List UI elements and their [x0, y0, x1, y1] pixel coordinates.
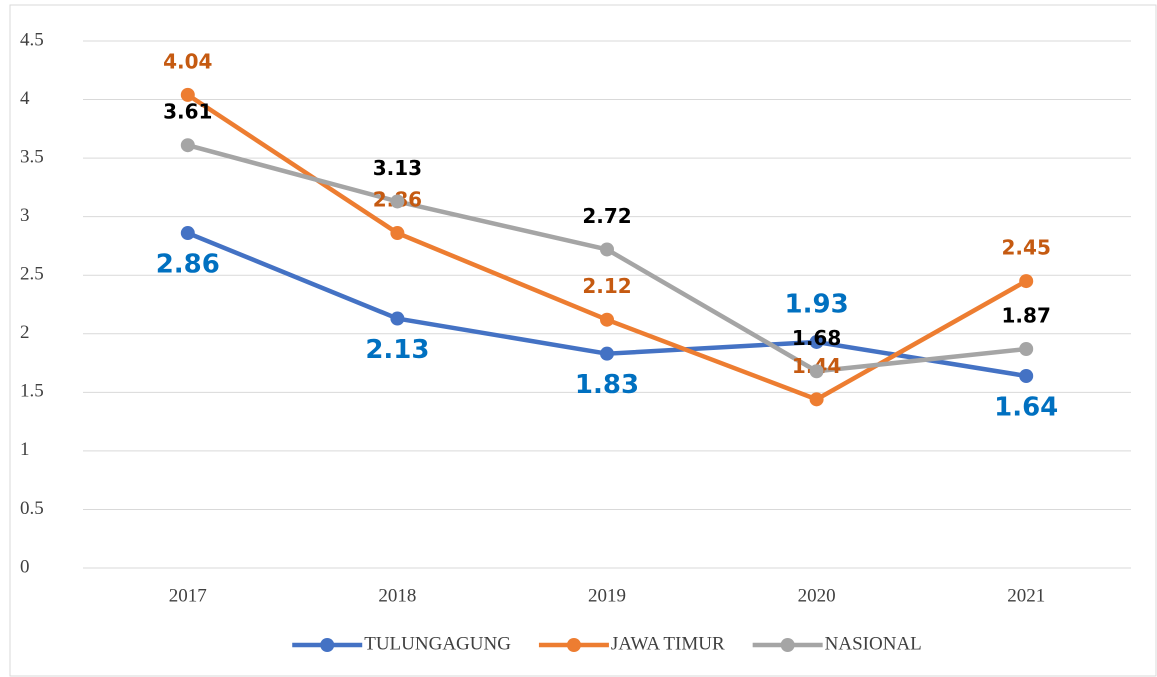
point — [600, 346, 614, 361]
point — [1019, 342, 1034, 357]
point — [180, 226, 195, 241]
y-tick-label: 1.5 — [20, 381, 44, 402]
x-tick-label: 2020 — [798, 585, 836, 606]
point — [180, 87, 195, 102]
y-tick-label: 1 — [20, 439, 30, 460]
data-label: 4.04 — [163, 49, 212, 73]
legend-label: NASIONAL — [825, 633, 922, 654]
data-label: 1.93 — [785, 289, 849, 319]
y-tick-label: 3.5 — [20, 146, 44, 167]
x-tick-label: 2019 — [588, 585, 626, 606]
chart-frame — [9, 4, 1157, 677]
point — [809, 334, 824, 349]
y-tick-label: 4.5 — [20, 29, 44, 50]
data-label: 1.83 — [575, 370, 639, 400]
data-label: 2.72 — [582, 204, 631, 228]
data-label: 2.86 — [156, 250, 220, 280]
x-tick-label: 2018 — [378, 585, 416, 606]
data-label: 1.64 — [994, 392, 1058, 422]
x-tick-label: 2017 — [169, 585, 207, 606]
data-label: 3.61 — [163, 100, 212, 124]
point — [809, 364, 824, 379]
point — [390, 311, 405, 326]
point — [180, 138, 195, 153]
point — [809, 392, 824, 407]
data-label: 2.45 — [1002, 236, 1051, 260]
data-label: 2.13 — [365, 335, 429, 365]
legend-marker — [780, 638, 795, 652]
y-tick-label: 0 — [20, 556, 30, 577]
legend: TULUNGAGUNG JAWA TIMUR NASIONAL — [292, 633, 922, 654]
legend-marker — [566, 638, 581, 652]
point — [600, 242, 614, 257]
data-label: 2.12 — [582, 274, 631, 298]
x-tick-label: 2021 — [1007, 585, 1045, 606]
legend-marker — [320, 638, 335, 652]
legend-label: JAWA TIMUR — [611, 633, 725, 654]
legend-label: TULUNGAGUNG — [364, 633, 511, 654]
y-tick-label: 2.5 — [20, 264, 44, 285]
data-label: 1.87 — [1002, 304, 1051, 328]
y-tick-label: 2 — [20, 322, 30, 343]
point — [1019, 274, 1034, 289]
point — [390, 226, 405, 241]
y-tick-label: 4 — [20, 88, 30, 109]
data-label: 3.13 — [373, 156, 422, 180]
y-tick-label: 0.5 — [20, 498, 44, 519]
data-label: 1.68 — [792, 326, 841, 350]
point — [600, 312, 614, 327]
y-tick-label: 3 — [20, 205, 30, 226]
point — [1019, 368, 1034, 383]
point — [390, 194, 405, 209]
